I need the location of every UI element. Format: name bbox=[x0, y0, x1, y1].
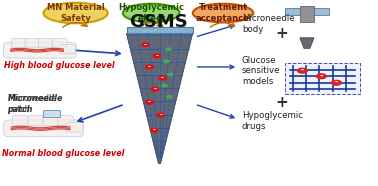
Text: Hypoglycemic
drugs: Hypoglycemic drugs bbox=[242, 111, 303, 131]
Circle shape bbox=[167, 95, 172, 98]
Bar bbox=[285, 8, 329, 15]
Polygon shape bbox=[126, 33, 192, 164]
Circle shape bbox=[153, 54, 161, 58]
Text: +: + bbox=[275, 95, 288, 110]
Text: Microneedle
body: Microneedle body bbox=[242, 15, 294, 34]
FancyBboxPatch shape bbox=[66, 122, 83, 132]
Circle shape bbox=[157, 113, 164, 117]
Polygon shape bbox=[300, 38, 314, 48]
FancyBboxPatch shape bbox=[12, 115, 28, 126]
FancyBboxPatch shape bbox=[58, 115, 74, 126]
Text: -: - bbox=[148, 99, 151, 105]
FancyBboxPatch shape bbox=[43, 115, 59, 126]
Text: -: - bbox=[153, 86, 156, 92]
Circle shape bbox=[142, 43, 149, 46]
Bar bbox=[127, 27, 193, 33]
Ellipse shape bbox=[193, 4, 253, 22]
FancyBboxPatch shape bbox=[3, 42, 76, 58]
Text: Treatment
acceptance: Treatment acceptance bbox=[196, 3, 250, 23]
Bar bbox=[300, 6, 314, 22]
Text: Microneedle
patch: Microneedle patch bbox=[8, 94, 63, 114]
Text: -: - bbox=[301, 66, 304, 75]
Circle shape bbox=[150, 128, 158, 132]
Text: Glucose
sensitive
models: Glucose sensitive models bbox=[242, 56, 280, 86]
Text: Microneedle
patch: Microneedle patch bbox=[8, 94, 57, 114]
FancyBboxPatch shape bbox=[52, 38, 67, 48]
Text: -: - bbox=[144, 42, 147, 48]
FancyBboxPatch shape bbox=[28, 115, 43, 126]
Text: -: - bbox=[320, 72, 323, 81]
Circle shape bbox=[297, 68, 307, 73]
Text: -: - bbox=[155, 53, 158, 59]
Text: -: - bbox=[335, 78, 338, 87]
Text: +: + bbox=[275, 26, 288, 41]
Text: -: - bbox=[148, 64, 151, 70]
FancyBboxPatch shape bbox=[4, 120, 83, 137]
FancyBboxPatch shape bbox=[39, 38, 54, 48]
Ellipse shape bbox=[123, 4, 180, 22]
Text: -: - bbox=[161, 75, 164, 81]
Text: Normal blood glucose level: Normal blood glucose level bbox=[2, 149, 124, 158]
Bar bbox=[43, 110, 60, 117]
Circle shape bbox=[316, 74, 326, 79]
Circle shape bbox=[164, 60, 169, 63]
Text: GSMS: GSMS bbox=[129, 13, 188, 31]
Text: Hypoglycemic
effect: Hypoglycemic effect bbox=[118, 3, 184, 23]
Text: -: - bbox=[159, 112, 162, 118]
Text: MN Material
Safety: MN Material Safety bbox=[47, 3, 104, 23]
Text: -: - bbox=[153, 127, 156, 133]
Circle shape bbox=[146, 100, 153, 104]
Circle shape bbox=[332, 80, 341, 85]
Circle shape bbox=[151, 87, 159, 91]
FancyBboxPatch shape bbox=[25, 38, 40, 48]
Circle shape bbox=[166, 48, 171, 51]
FancyBboxPatch shape bbox=[60, 45, 76, 54]
Circle shape bbox=[146, 65, 153, 69]
Circle shape bbox=[162, 84, 167, 87]
FancyBboxPatch shape bbox=[11, 38, 26, 48]
FancyBboxPatch shape bbox=[285, 63, 360, 94]
Text: High blood glucose level: High blood glucose level bbox=[4, 61, 115, 70]
Circle shape bbox=[159, 76, 166, 80]
Circle shape bbox=[167, 73, 173, 76]
Ellipse shape bbox=[43, 3, 108, 23]
